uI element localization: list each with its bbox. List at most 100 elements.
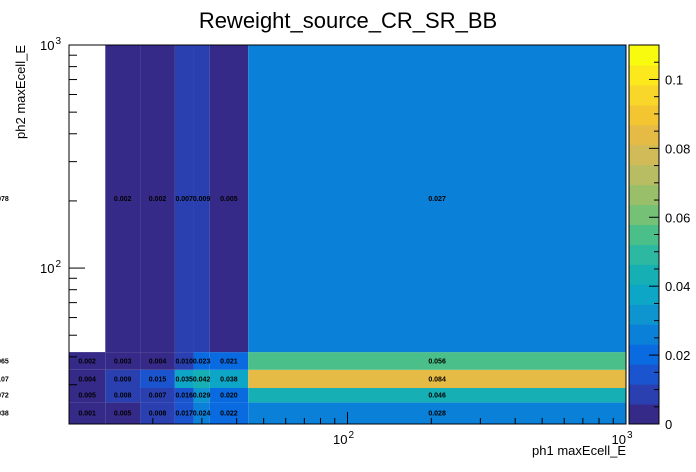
cell-value-label: 0.016: [175, 393, 193, 400]
y-tick-label: 103: [40, 36, 61, 53]
cell-value-label: 0.002: [114, 196, 132, 203]
cell-value-label: 0.084: [428, 376, 446, 383]
heatmap-cell: [105, 388, 141, 403]
heatmap-cell: [140, 45, 175, 353]
heatmap-cell: [105, 352, 141, 370]
cell-value-label: 0.042: [193, 376, 211, 383]
cell-value-label: 0.056: [428, 358, 446, 365]
heatmap-cell: [209, 369, 249, 389]
heatmap-cell: [209, 388, 249, 403]
colorbar-tick-label: 0: [665, 417, 672, 432]
cell-value-label: 0.002: [78, 358, 96, 365]
cell-value-label: 0.020: [220, 393, 238, 400]
heatmap-cell: [248, 369, 626, 389]
heatmap-cell: [248, 388, 626, 403]
colorbar-segment: [629, 45, 659, 66]
colorbar-segment: [629, 204, 659, 226]
heatmap-cell: [248, 45, 626, 353]
x-tick-exponent: 3: [627, 430, 633, 441]
colorbar-tick-label: 0.08: [665, 141, 690, 156]
heatmap-cell: [209, 352, 249, 370]
cell-value-label: 0.078: [0, 196, 9, 203]
heatmap-cell: [105, 45, 141, 353]
heatmap-cell: [193, 45, 210, 353]
cell-value-label: 0.017: [175, 411, 193, 418]
heatmap-cell: [193, 369, 210, 389]
colorbar-segment: [629, 344, 659, 365]
cell-value-label: 0.009: [193, 196, 211, 203]
cell-value-label: 0.024: [193, 411, 211, 418]
heatmap-cell: [174, 402, 194, 424]
heatmap-cell: [69, 402, 106, 424]
heatmap-cell: [140, 369, 175, 389]
y-tick-label: 102: [40, 259, 61, 276]
heatmap-cell: [69, 369, 106, 389]
cell-value-label: 0.008: [114, 393, 132, 400]
heatmap-cell: [174, 45, 194, 353]
heatmap-cells: [69, 45, 626, 424]
cell-value-label: 0.007: [175, 196, 193, 203]
colorbar-segment: [629, 164, 659, 186]
cell-value-label: 0.038: [0, 411, 9, 418]
heatmap-cell: [193, 402, 210, 424]
colorbar-tick-label: 0.04: [665, 279, 690, 294]
colorbar-tick-label: 0.06: [665, 210, 690, 225]
colorbar-segment: [629, 224, 659, 245]
colorbar-segment: [629, 84, 659, 106]
cell-value-label: 0.021: [220, 358, 238, 365]
heatmap-cell: [174, 352, 194, 370]
heatmap-cell: [248, 352, 626, 370]
y-tick-exponent: 3: [55, 36, 61, 47]
heatmap-cell: [140, 352, 175, 370]
colorbar-segment: [629, 364, 659, 385]
colorbar-tick-label: 0.1: [665, 72, 683, 87]
x-axis: 102 103: [68, 412, 633, 447]
y-axis-title: ph2 maxEcell_E: [13, 45, 28, 139]
heatmap-cell: [69, 352, 106, 370]
cell-value-label: 0.065: [0, 358, 9, 365]
heatmap-cell: [140, 388, 175, 403]
colorbar-tick-label: 0.02: [665, 348, 690, 363]
colorbar-segment: [629, 144, 659, 166]
cell-value-label: 0.107: [0, 376, 9, 383]
cell-value-label: 0.004: [149, 358, 167, 365]
colorbar-segment: [629, 64, 659, 86]
cell-value-label: 0.003: [114, 358, 132, 365]
cell-value-label: 0.005: [220, 196, 238, 203]
cell-value-label: 0.028: [428, 411, 446, 418]
cell-value-label: 0.023: [193, 358, 211, 365]
heatmap-cell: [193, 352, 210, 370]
heatmap-cell: [209, 45, 249, 353]
heatmap-cell: [140, 402, 175, 424]
y-tick-exponent: 2: [55, 259, 61, 270]
cell-value-label: 0.072: [0, 393, 9, 400]
colorbar-segment: [629, 104, 659, 126]
cell-value-label: 0.002: [149, 196, 167, 203]
cell-value-label: 0.022: [220, 411, 238, 418]
colorbar-segment: [629, 404, 659, 425]
cell-value-label: 0.035: [175, 376, 193, 383]
cell-value-label: 0.004: [78, 376, 96, 383]
heatmap-cell: [209, 402, 249, 424]
cell-value-label: 0.015: [149, 376, 167, 383]
colorbar: 0 0.02 0.04 0.06 0.08 0.1: [628, 44, 690, 432]
colorbar-segment: [629, 384, 659, 405]
heatmap-cell: [174, 369, 194, 389]
x-tick-label: 102: [333, 430, 354, 447]
heatmap-cell: [174, 388, 194, 403]
heatmap-cell: [105, 369, 141, 389]
cell-value-label: 0.009: [114, 376, 132, 383]
cell-value-label: 0.008: [149, 411, 167, 418]
cell-value-label: 0.038: [220, 376, 238, 383]
cell-value-label: 0.010: [175, 358, 193, 365]
colorbar-segment: [629, 284, 659, 305]
colorbar-segment: [629, 324, 659, 345]
cell-value-label: 0.027: [428, 196, 446, 203]
heatmap-cell: [69, 388, 106, 403]
x-axis-title: ph1 maxEcell_E: [532, 443, 626, 458]
cell-value-label: 0.005: [78, 393, 96, 400]
cell-value-label: 0.046: [428, 393, 446, 400]
colorbar-segment: [629, 244, 659, 265]
